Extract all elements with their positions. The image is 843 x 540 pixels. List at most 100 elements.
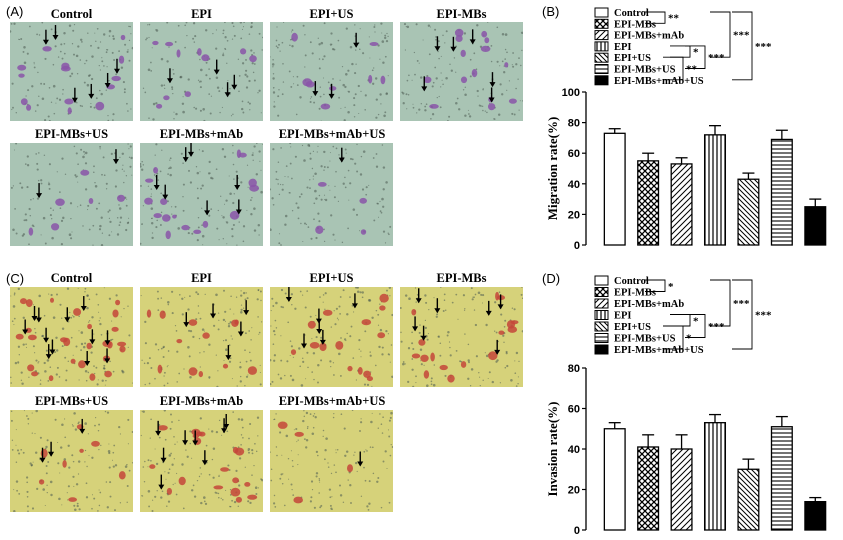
y-axis-label: Migration rate(%) bbox=[545, 117, 560, 221]
arrow-icon bbox=[434, 298, 441, 314]
arrow-icon bbox=[469, 29, 476, 45]
legend-entry: EPI-MBs+US bbox=[614, 65, 676, 76]
panel-letter-a: (A) bbox=[6, 4, 24, 19]
legend-entry: EPI-MBs+mAb bbox=[614, 299, 684, 310]
arrow-icon bbox=[319, 329, 326, 345]
micrograph-c-epi-us bbox=[270, 287, 393, 387]
y-tick-label: 20 bbox=[568, 209, 580, 221]
significance-label: *** bbox=[708, 321, 725, 333]
y-tick-label: 40 bbox=[568, 444, 580, 456]
arrow-icon bbox=[353, 32, 360, 48]
micrograph-c-epi-mbs-mab bbox=[140, 410, 263, 512]
membrane-pores bbox=[142, 22, 263, 121]
micrograph-a-epi-mbs bbox=[400, 22, 523, 121]
migration-rate-chart: ControlEPI-MBsEPI-MBs+mAbEPIEPI+USEPI-MB… bbox=[545, 7, 827, 252]
legend-swatch bbox=[594, 333, 609, 343]
arrow-icon bbox=[204, 200, 211, 216]
y-tick-label: 40 bbox=[568, 179, 580, 191]
arrow-icon bbox=[351, 293, 358, 309]
arrow-icon bbox=[104, 72, 111, 88]
arrow-icon bbox=[285, 287, 292, 302]
arrow-icon bbox=[36, 183, 43, 199]
arrow-icon bbox=[49, 339, 56, 355]
stained-cells bbox=[423, 28, 517, 111]
arrow-icon bbox=[22, 319, 29, 335]
arrow-icon bbox=[485, 300, 492, 316]
significance-label: ** bbox=[686, 64, 698, 76]
legend-swatch bbox=[594, 75, 609, 86]
invasion-rate-chart: ControlEPI-MBsEPI-MBs+mAbEPIEPI+USEPI-MB… bbox=[545, 275, 827, 537]
y-tick-label: 60 bbox=[568, 404, 580, 416]
legend-swatch bbox=[594, 310, 609, 320]
arrow-icon bbox=[112, 149, 119, 165]
micrograph-label-epi-mbs-mab-c: EPI-MBs+mAb bbox=[159, 394, 244, 408]
legend-entry: EPI+US bbox=[614, 322, 651, 333]
arrow-icon bbox=[237, 321, 244, 337]
significance-label: *** bbox=[755, 310, 772, 322]
micrograph-label-epi-a: EPI bbox=[191, 7, 212, 21]
legend-swatch bbox=[594, 7, 609, 18]
membrane-pores bbox=[270, 22, 389, 121]
micrograph-c-control bbox=[10, 287, 133, 387]
arrow-icon bbox=[43, 327, 50, 343]
legend-swatch bbox=[594, 52, 609, 63]
micrograph-c-epi bbox=[140, 287, 263, 387]
stained-cells bbox=[315, 182, 367, 235]
legend-entry: EPI+US bbox=[614, 53, 651, 64]
arrow-icon bbox=[188, 143, 195, 157]
arrow-icon bbox=[243, 300, 250, 316]
bar-epi-mbs-mab bbox=[670, 448, 693, 531]
bar-epi-mbs-mab-us bbox=[804, 500, 827, 531]
arrow-icon bbox=[64, 307, 71, 323]
bar-epi bbox=[703, 134, 727, 246]
arrow-icon bbox=[235, 199, 242, 215]
arrow-icon bbox=[412, 316, 419, 332]
arrow-icon bbox=[166, 68, 173, 84]
arrow-icon bbox=[338, 147, 345, 163]
bar-epi-mbs-mab bbox=[670, 163, 693, 246]
arrow-icon bbox=[183, 312, 190, 328]
arrow-icon bbox=[210, 303, 217, 319]
arrow-icon bbox=[201, 450, 208, 466]
panel-letter-d: (D) bbox=[542, 271, 561, 286]
arrow-icon bbox=[84, 351, 91, 367]
arrow-icon bbox=[213, 59, 220, 75]
y-tick-label: 0 bbox=[574, 525, 580, 537]
stained-cells bbox=[277, 421, 353, 504]
arrow-icon bbox=[182, 430, 189, 446]
arrow-icon bbox=[39, 447, 46, 463]
arrow-icon bbox=[231, 74, 238, 90]
arrow-icon bbox=[301, 333, 308, 349]
legend-entry: EPI bbox=[614, 311, 632, 322]
micrograph-c-epi-mbs bbox=[400, 287, 523, 387]
stained-cells bbox=[38, 424, 126, 502]
significance-label: *** bbox=[755, 41, 772, 53]
y-tick-label: 80 bbox=[568, 118, 580, 130]
bar-epi bbox=[703, 422, 727, 531]
y-axis-label: Invasion rate(%) bbox=[545, 402, 560, 497]
membrane-pores bbox=[140, 288, 263, 387]
significance-brackets bbox=[645, 279, 753, 350]
arrow-icon bbox=[52, 25, 59, 41]
significance-label: *** bbox=[708, 52, 725, 64]
micrograph-a-control bbox=[10, 22, 133, 121]
micrograph-a-epi-mbs-mab bbox=[140, 143, 263, 246]
legend-entry: EPI-MBs bbox=[614, 288, 656, 299]
bar-control bbox=[603, 428, 626, 531]
legend-swatch bbox=[594, 287, 609, 297]
legend-swatch bbox=[594, 64, 609, 74]
arrow-icon bbox=[497, 294, 504, 310]
micrograph-label-epi-mbs-us-a: EPI-MBs+US bbox=[34, 127, 109, 141]
legend-entry: Control bbox=[614, 8, 649, 19]
legend-entry: EPI-MBs+mAb bbox=[614, 31, 684, 42]
panel-letter-c: (C) bbox=[6, 271, 25, 286]
membrane-pores bbox=[270, 143, 392, 246]
micrograph-label-control-a: Control bbox=[50, 7, 93, 21]
membrane-pores bbox=[270, 287, 393, 387]
micrograph-label-epi-us-c: EPI+US bbox=[309, 271, 354, 285]
micrograph-c-epi-mbs-us bbox=[10, 410, 133, 512]
panel-letter-b: (B) bbox=[542, 4, 560, 19]
stained-cells bbox=[28, 169, 125, 236]
legend-swatch bbox=[594, 18, 609, 29]
y-tick-label: 20 bbox=[568, 485, 580, 497]
